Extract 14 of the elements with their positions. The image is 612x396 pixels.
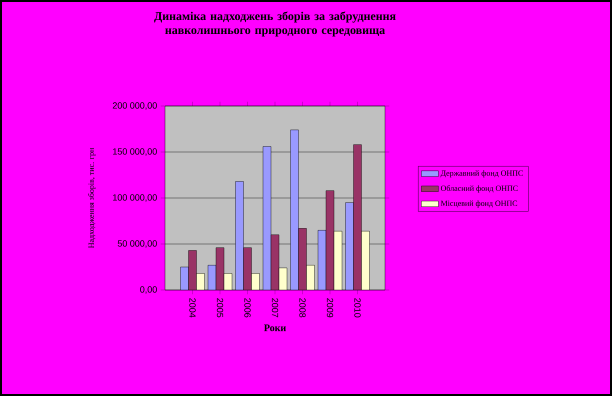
x-tick-label: 2005 xyxy=(216,298,224,318)
y-tick-label: 150 000,00 xyxy=(113,148,157,156)
y-tick-label: 100 000,00 xyxy=(113,194,157,202)
chart-title: Динаміка надходжень зборів за забруднення навколишнього природного середовища xyxy=(154,11,396,36)
y-tick-label: 0,00 xyxy=(140,286,157,294)
x-tick-label: 2009 xyxy=(326,298,334,318)
x-tick-label: 2008 xyxy=(299,298,306,318)
y-tick-label: 50 000,00 xyxy=(118,240,157,248)
x-axis-title: Роки xyxy=(264,324,286,332)
x-tick-label: 2006 xyxy=(244,298,251,318)
y-tick-label: 200 000,00 xyxy=(112,102,157,110)
x-tick-label: 2004 xyxy=(189,298,196,318)
x-tick-label: 2007 xyxy=(272,298,278,318)
x-tick-label: 2010 xyxy=(354,298,361,318)
